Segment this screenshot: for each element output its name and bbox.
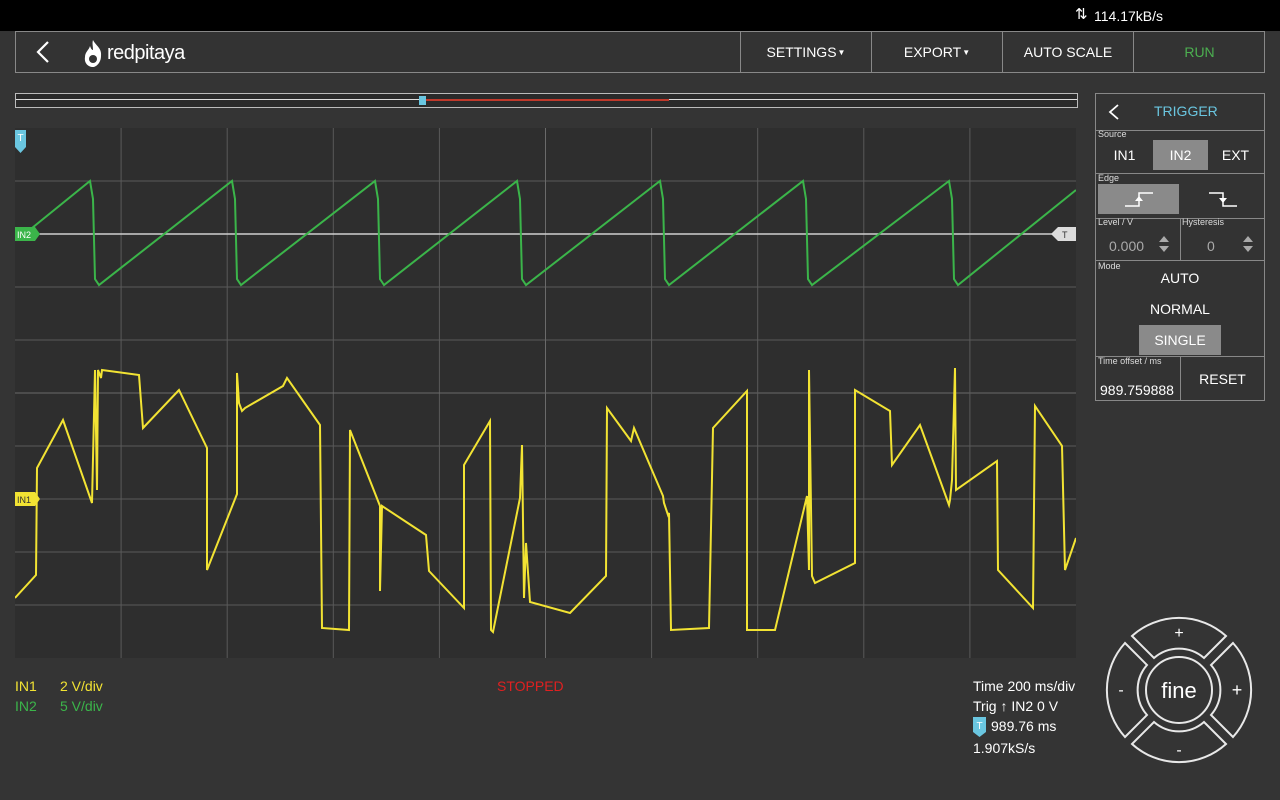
hysteresis-value[interactable]: 0: [1207, 238, 1215, 254]
divider: [1180, 218, 1181, 260]
in2-offset-marker[interactable]: IN2: [15, 227, 40, 241]
navigation-joystick: fine + - - +: [1105, 616, 1253, 764]
trigger-level-marker[interactable]: T: [1051, 227, 1076, 241]
falling-edge-icon: [1208, 192, 1237, 207]
trigger-level-marker-label: T: [1062, 230, 1068, 240]
level-label: Level / V: [1098, 217, 1134, 227]
mode-auto-option[interactable]: AUTO: [1160, 270, 1200, 286]
trigger-time-marker-label: T: [17, 133, 23, 144]
flame-logo-icon: [84, 40, 102, 67]
trigger-panel: TRIGGER Source IN1 IN2 EXT Edge Level / …: [1095, 93, 1265, 401]
settings-label: SETTINGS: [766, 44, 837, 60]
run-button[interactable]: RUN: [1133, 32, 1265, 72]
time-per-div: Time 200 ms/div: [973, 678, 1076, 694]
source-ext-option[interactable]: EXT: [1221, 147, 1250, 163]
joystick-right-label: +: [1232, 680, 1243, 700]
level-value[interactable]: 0.000: [1109, 238, 1145, 254]
sample-rate: 1.907kS/s: [973, 740, 1036, 756]
rising-edge-icon: [1124, 192, 1153, 207]
rising-edge-option[interactable]: [1098, 184, 1179, 214]
falling-edge-option[interactable]: [1182, 184, 1263, 214]
auto-scale-button[interactable]: AUTO SCALE: [1002, 32, 1133, 72]
divider: [1180, 356, 1181, 400]
trigger-offset-badge-label: T: [976, 721, 982, 732]
mode-single-option[interactable]: SINGLE: [1139, 325, 1221, 355]
export-label: EXPORT: [903, 44, 962, 60]
trigger-panel-header: TRIGGER: [1096, 94, 1264, 131]
joystick-center-button[interactable]: [1145, 656, 1213, 724]
reset-button[interactable]: RESET: [1199, 370, 1246, 387]
joystick-left-pad[interactable]: [1105, 641, 1149, 739]
trigger-offset-badge: T: [973, 717, 986, 737]
divider: [1096, 173, 1264, 174]
in1-trace: [15, 367, 1076, 635]
in1-offset-marker[interactable]: IN1: [15, 492, 40, 506]
trigger-panel-title: TRIGGER: [1154, 103, 1218, 119]
time-offset-label: Time offset / ms: [1098, 356, 1162, 366]
level-stepper-icon[interactable]: [1158, 235, 1170, 253]
buffer-trigger-thumb[interactable]: [419, 96, 426, 105]
mode-label: Mode: [1098, 261, 1121, 271]
hysteresis-label: Hysteresis: [1182, 217, 1225, 227]
status-bar: ⇅ 114.17kB/s: [0, 0, 1280, 31]
redpitaya-logo: redpitaya: [82, 38, 185, 68]
export-menu[interactable]: EXPORT ▼: [871, 32, 1002, 72]
joystick-center-label: fine: [1161, 678, 1196, 703]
trigger-info: Trig ↑ IN2 0 V: [973, 698, 1059, 714]
network-activity-icon: ⇅: [1075, 6, 1087, 23]
logo-text: redpitaya: [107, 41, 185, 64]
buffer-scrollbar[interactable]: [15, 93, 1078, 108]
joystick-right-pad[interactable]: [1209, 641, 1253, 739]
source-in2-option[interactable]: IN2: [1153, 140, 1208, 170]
hysteresis-stepper-icon[interactable]: [1242, 235, 1254, 253]
in2-marker-label: IN2: [17, 230, 31, 240]
trigger-offset: 989.76 ms: [991, 718, 1057, 734]
mode-normal-option[interactable]: NORMAL: [1150, 301, 1210, 317]
oscilloscope-plot[interactable]: T IN2 IN1 T: [15, 128, 1076, 658]
joystick-down-pad[interactable]: [1130, 720, 1228, 764]
source-label: Source: [1098, 129, 1127, 139]
back-arrow-icon[interactable]: [1104, 102, 1124, 122]
in1-channel-label: IN1: [15, 678, 37, 694]
back-arrow-icon[interactable]: [26, 36, 56, 66]
in2-scale: 5 V/div: [60, 698, 103, 714]
joystick-down-label: -: [1176, 742, 1181, 759]
plot-grid: [15, 128, 1076, 658]
trigger-time-marker[interactable]: T: [15, 130, 26, 153]
joystick-up-label: +: [1174, 625, 1183, 642]
caret-down-icon: ▼: [962, 47, 971, 57]
source-in1-option[interactable]: IN1: [1113, 147, 1136, 163]
in1-marker-label: IN1: [17, 495, 31, 505]
in2-channel-label: IN2: [15, 698, 37, 714]
buffer-view-window: [424, 99, 669, 101]
caret-down-icon: ▼: [837, 47, 846, 57]
divider: [1096, 260, 1264, 261]
in1-scale: 2 V/div: [60, 678, 103, 694]
joystick-left-label: -: [1118, 682, 1123, 699]
settings-menu[interactable]: SETTINGS ▼: [740, 32, 871, 72]
top-nav: redpitaya SETTINGS ▼ EXPORT ▼ AUTO SCALE…: [15, 31, 1265, 73]
edge-label: Edge: [1098, 173, 1120, 183]
in2-trace: [31, 179, 1076, 287]
time-offset-value[interactable]: 989.759888: [1100, 382, 1174, 398]
acquisition-state: STOPPED: [497, 678, 564, 694]
data-rate: 114.17kB/s: [1094, 8, 1164, 24]
joystick-up-pad[interactable]: [1130, 616, 1228, 660]
